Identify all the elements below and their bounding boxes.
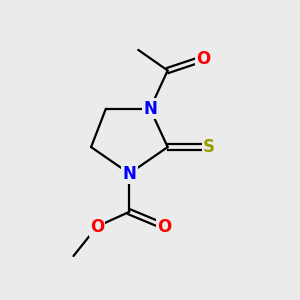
Text: O: O bbox=[90, 218, 104, 236]
Text: N: N bbox=[122, 165, 136, 183]
Text: O: O bbox=[196, 50, 210, 68]
Text: S: S bbox=[203, 138, 215, 156]
Text: O: O bbox=[158, 218, 172, 236]
Text: N: N bbox=[143, 100, 157, 118]
